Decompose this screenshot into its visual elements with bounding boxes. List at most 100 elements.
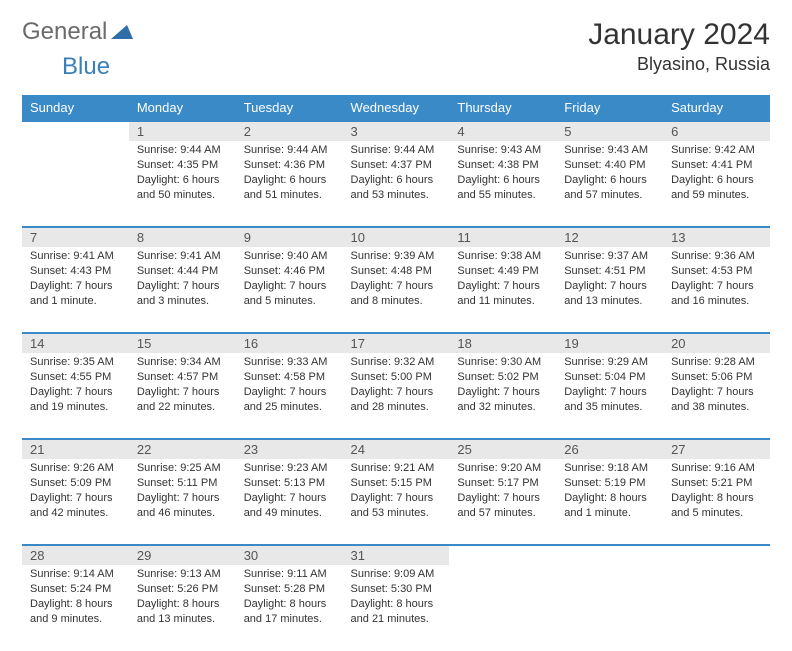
day-number-row: 78910111213 [22, 227, 770, 247]
day-number-cell: 17 [343, 333, 450, 353]
day-content-cell: Sunrise: 9:29 AMSunset: 5:04 PMDaylight:… [556, 353, 663, 439]
title-block: January 2024 Blyasino, Russia [588, 18, 770, 75]
sunrise-text: Sunrise: 9:16 AM [671, 461, 762, 476]
sunset-text: Sunset: 4:35 PM [137, 158, 228, 173]
day-content-cell: Sunrise: 9:34 AMSunset: 4:57 PMDaylight:… [129, 353, 236, 439]
daylight-text: Daylight: 7 hours and 22 minutes. [137, 385, 228, 415]
sunrise-text: Sunrise: 9:44 AM [351, 143, 442, 158]
sunset-text: Sunset: 5:06 PM [671, 370, 762, 385]
day-number-cell: 2 [236, 121, 343, 141]
sunrise-text: Sunrise: 9:33 AM [244, 355, 335, 370]
day-number-cell: 6 [663, 121, 770, 141]
day-content-cell: Sunrise: 9:14 AMSunset: 5:24 PMDaylight:… [22, 565, 129, 651]
sunset-text: Sunset: 5:19 PM [564, 476, 655, 491]
sunset-text: Sunset: 4:51 PM [564, 264, 655, 279]
sunset-text: Sunset: 4:49 PM [457, 264, 548, 279]
sunrise-text: Sunrise: 9:32 AM [351, 355, 442, 370]
calendar-body: 123456Sunrise: 9:44 AMSunset: 4:35 PMDay… [22, 121, 770, 651]
sunrise-text: Sunrise: 9:44 AM [137, 143, 228, 158]
day-number-cell: 23 [236, 439, 343, 459]
weekday-header: Saturday [663, 95, 770, 121]
daylight-text: Daylight: 6 hours and 59 minutes. [671, 173, 762, 203]
weekday-header: Wednesday [343, 95, 450, 121]
day-content-row: Sunrise: 9:26 AMSunset: 5:09 PMDaylight:… [22, 459, 770, 545]
day-number-cell: 21 [22, 439, 129, 459]
day-content-cell: Sunrise: 9:44 AMSunset: 4:35 PMDaylight:… [129, 141, 236, 227]
sunset-text: Sunset: 5:04 PM [564, 370, 655, 385]
day-number-cell: 27 [663, 439, 770, 459]
day-number-cell: 5 [556, 121, 663, 141]
daylight-text: Daylight: 6 hours and 55 minutes. [457, 173, 548, 203]
daylight-text: Daylight: 7 hours and 53 minutes. [351, 491, 442, 521]
daylight-text: Daylight: 6 hours and 57 minutes. [564, 173, 655, 203]
daylight-text: Daylight: 7 hours and 25 minutes. [244, 385, 335, 415]
daylight-text: Daylight: 7 hours and 38 minutes. [671, 385, 762, 415]
daylight-text: Daylight: 6 hours and 50 minutes. [137, 173, 228, 203]
sunrise-text: Sunrise: 9:20 AM [457, 461, 548, 476]
sunset-text: Sunset: 4:46 PM [244, 264, 335, 279]
logo: General [22, 18, 135, 46]
day-content-cell: Sunrise: 9:41 AMSunset: 4:43 PMDaylight:… [22, 247, 129, 333]
sunrise-text: Sunrise: 9:41 AM [30, 249, 121, 264]
sunset-text: Sunset: 5:17 PM [457, 476, 548, 491]
day-content-cell: Sunrise: 9:40 AMSunset: 4:46 PMDaylight:… [236, 247, 343, 333]
day-content-cell: Sunrise: 9:35 AMSunset: 4:55 PMDaylight:… [22, 353, 129, 439]
daylight-text: Daylight: 7 hours and 13 minutes. [564, 279, 655, 309]
day-number-cell: 16 [236, 333, 343, 353]
sunset-text: Sunset: 5:30 PM [351, 582, 442, 597]
day-content-cell: Sunrise: 9:13 AMSunset: 5:26 PMDaylight:… [129, 565, 236, 651]
sunset-text: Sunset: 4:58 PM [244, 370, 335, 385]
sunset-text: Sunset: 4:40 PM [564, 158, 655, 173]
day-content-cell: Sunrise: 9:44 AMSunset: 4:37 PMDaylight:… [343, 141, 450, 227]
daylight-text: Daylight: 7 hours and 3 minutes. [137, 279, 228, 309]
sunset-text: Sunset: 4:44 PM [137, 264, 228, 279]
calendar-table: Sunday Monday Tuesday Wednesday Thursday… [22, 95, 770, 651]
day-content-cell: Sunrise: 9:33 AMSunset: 4:58 PMDaylight:… [236, 353, 343, 439]
day-content-cell: Sunrise: 9:41 AMSunset: 4:44 PMDaylight:… [129, 247, 236, 333]
day-number-cell [22, 121, 129, 141]
sunrise-text: Sunrise: 9:43 AM [564, 143, 655, 158]
day-content-row: Sunrise: 9:41 AMSunset: 4:43 PMDaylight:… [22, 247, 770, 333]
daylight-text: Daylight: 7 hours and 35 minutes. [564, 385, 655, 415]
day-number-cell: 29 [129, 545, 236, 565]
daylight-text: Daylight: 7 hours and 1 minute. [30, 279, 121, 309]
sunset-text: Sunset: 5:13 PM [244, 476, 335, 491]
day-content-cell: Sunrise: 9:30 AMSunset: 5:02 PMDaylight:… [449, 353, 556, 439]
day-number-cell: 4 [449, 121, 556, 141]
sunrise-text: Sunrise: 9:44 AM [244, 143, 335, 158]
day-number-cell: 11 [449, 227, 556, 247]
sunrise-text: Sunrise: 9:41 AM [137, 249, 228, 264]
day-content-cell: Sunrise: 9:36 AMSunset: 4:53 PMDaylight:… [663, 247, 770, 333]
sunrise-text: Sunrise: 9:13 AM [137, 567, 228, 582]
sunset-text: Sunset: 4:37 PM [351, 158, 442, 173]
sunrise-text: Sunrise: 9:35 AM [30, 355, 121, 370]
day-content-cell: Sunrise: 9:20 AMSunset: 5:17 PMDaylight:… [449, 459, 556, 545]
day-number-cell: 8 [129, 227, 236, 247]
day-number-cell: 9 [236, 227, 343, 247]
daylight-text: Daylight: 7 hours and 57 minutes. [457, 491, 548, 521]
day-number-row: 28293031 [22, 545, 770, 565]
day-number-cell: 10 [343, 227, 450, 247]
sunrise-text: Sunrise: 9:40 AM [244, 249, 335, 264]
day-number-cell: 31 [343, 545, 450, 565]
sunrise-text: Sunrise: 9:21 AM [351, 461, 442, 476]
day-number-cell: 20 [663, 333, 770, 353]
day-number-cell: 7 [22, 227, 129, 247]
daylight-text: Daylight: 8 hours and 5 minutes. [671, 491, 762, 521]
sunset-text: Sunset: 5:09 PM [30, 476, 121, 491]
sunrise-text: Sunrise: 9:14 AM [30, 567, 121, 582]
daylight-text: Daylight: 7 hours and 11 minutes. [457, 279, 548, 309]
weekday-header: Sunday [22, 95, 129, 121]
day-number-cell: 28 [22, 545, 129, 565]
day-number-cell: 24 [343, 439, 450, 459]
sunset-text: Sunset: 5:26 PM [137, 582, 228, 597]
day-content-cell [556, 565, 663, 651]
day-content-cell: Sunrise: 9:44 AMSunset: 4:36 PMDaylight:… [236, 141, 343, 227]
day-content-cell: Sunrise: 9:42 AMSunset: 4:41 PMDaylight:… [663, 141, 770, 227]
day-number-cell: 22 [129, 439, 236, 459]
day-number-cell [556, 545, 663, 565]
sunrise-text: Sunrise: 9:11 AM [244, 567, 335, 582]
day-content-row: Sunrise: 9:44 AMSunset: 4:35 PMDaylight:… [22, 141, 770, 227]
day-content-cell: Sunrise: 9:11 AMSunset: 5:28 PMDaylight:… [236, 565, 343, 651]
sunrise-text: Sunrise: 9:23 AM [244, 461, 335, 476]
